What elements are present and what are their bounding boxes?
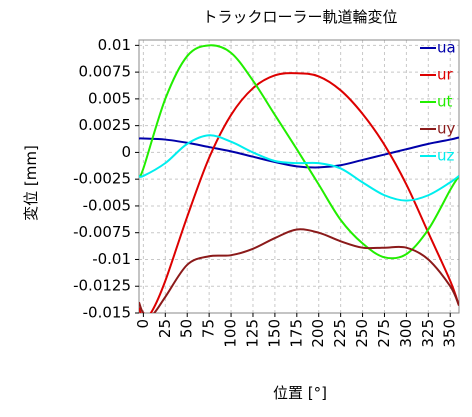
x-axis-label: 位置 [°] [273, 384, 327, 402]
legend-label-uy: uy [437, 120, 456, 138]
series [139, 44, 459, 313]
grid [139, 40, 459, 314]
x-tick-label: 250 [353, 319, 371, 348]
x-tick-label: 225 [331, 319, 349, 348]
y-tick-label: -0.005 [83, 196, 131, 214]
y-axis-label: 変位 [mm] [22, 145, 40, 221]
chart-title: トラックローラー軌道輪変位 [202, 8, 397, 26]
y-tick-label: -0.01 [92, 250, 131, 268]
x-tick-label: 200 [309, 319, 327, 348]
series-line-ua [139, 136, 459, 169]
y-tick-label: 0.0075 [79, 63, 132, 81]
x-tick-label: 25 [156, 319, 174, 338]
y-tick-label: -0.0075 [73, 223, 131, 241]
y-tick-label: 0.01 [98, 36, 131, 54]
legend-label-ua: ua [437, 39, 456, 57]
x-tick-label: 175 [287, 319, 305, 348]
y-tick-label: -0.015 [83, 304, 131, 322]
y-tick-label: -0.0025 [73, 170, 131, 188]
x-tick-label: 50 [178, 319, 196, 338]
x-tick-label: 0 [134, 319, 152, 329]
legend: ua ur ut uy uz [420, 39, 456, 165]
x-tick-label: 75 [200, 319, 218, 338]
legend-label-ut: ut [437, 93, 453, 111]
axes: 0 25 50 75 100 125 150 175 200 225 250 275 300 325 350… [73, 36, 460, 348]
x-tick-label: 300 [397, 319, 415, 348]
series-line-uz [139, 134, 459, 202]
legend-label-ur: ur [437, 66, 454, 84]
x-tick-label: 150 [265, 319, 283, 348]
x-tick-label: 350 [441, 319, 459, 348]
series-line-ur [139, 72, 459, 313]
y-tick-label: 0.005 [88, 89, 131, 107]
series-line-uy [139, 228, 459, 313]
plot-frame [138, 39, 460, 314]
x-tick-label: 325 [419, 319, 437, 348]
x-tick-label: 100 [222, 319, 240, 348]
y-tick-label: -0.0125 [73, 277, 131, 295]
y-tick-label: 0.0025 [79, 116, 132, 134]
legend-label-uz: uz [437, 147, 455, 165]
x-tick-label: 125 [243, 319, 261, 348]
y-tick-label: 0 [121, 143, 131, 161]
x-tick-label: 275 [375, 319, 393, 348]
